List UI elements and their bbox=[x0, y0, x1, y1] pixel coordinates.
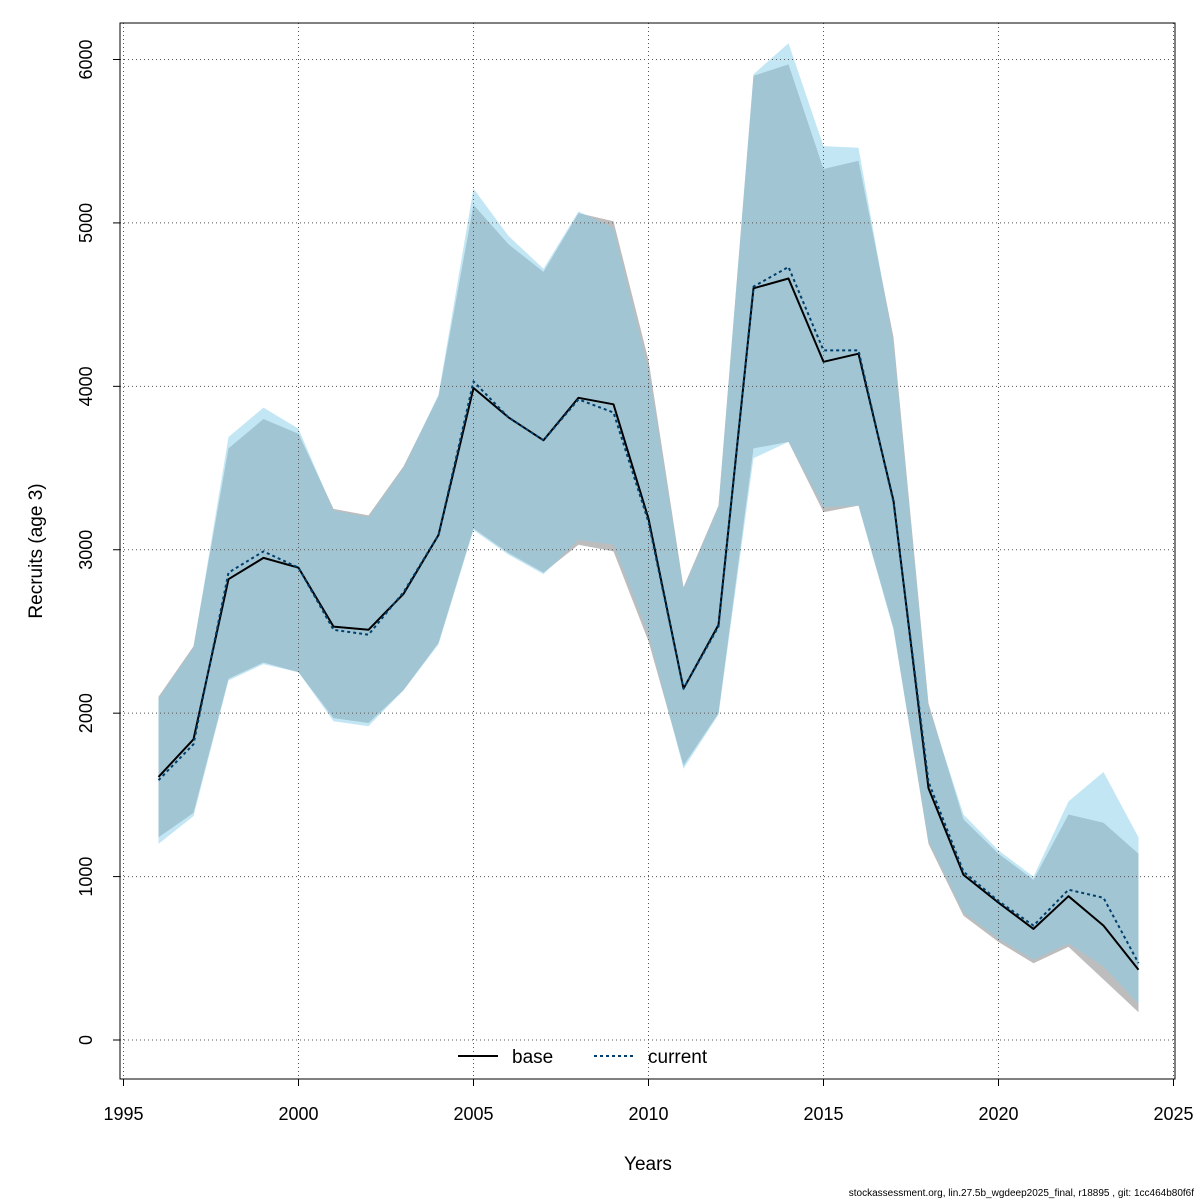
series-lines bbox=[157, 266, 1140, 971]
legend-label-current: current bbox=[648, 1047, 708, 1068]
x-axis: 1995 2000 2005 2010 2015 2020 2025 bbox=[103, 1078, 1194, 1124]
line-current bbox=[157, 266, 1140, 964]
y-tick-label-1000: 1000 bbox=[76, 857, 96, 897]
x-tick-label-2005: 2005 bbox=[453, 1104, 493, 1124]
footer-credit: stockassessment.org, lin.27.5b_wgdeep202… bbox=[849, 1188, 1194, 1199]
line-base bbox=[157, 277, 1140, 971]
y-tick-label-4000: 4000 bbox=[76, 366, 96, 406]
x-axis-title: Years bbox=[624, 1154, 672, 1175]
x-tick-label-2000: 2000 bbox=[278, 1104, 318, 1124]
x-tick-label-1995: 1995 bbox=[103, 1104, 143, 1124]
y-tick-label-2000: 2000 bbox=[76, 693, 96, 733]
x-tick-label-2025: 2025 bbox=[1153, 1104, 1193, 1124]
y-axis-title: Recruits (age 3) bbox=[26, 483, 47, 618]
legend-label-base: base bbox=[512, 1047, 553, 1068]
x-tick-label-2010: 2010 bbox=[628, 1104, 668, 1124]
y-tick-label-0: 0 bbox=[76, 1035, 96, 1045]
y-tick-label-3000: 3000 bbox=[76, 530, 96, 570]
y-axis: 0 1000 2000 3000 4000 5000 6000 bbox=[76, 39, 121, 1045]
y-tick-label-6000: 6000 bbox=[76, 39, 96, 79]
x-tick-label-2020: 2020 bbox=[978, 1104, 1018, 1124]
grid-lines bbox=[120, 23, 1175, 1079]
y-tick-label-5000: 5000 bbox=[76, 203, 96, 243]
legend: base current bbox=[458, 1047, 708, 1068]
x-tick-label-2015: 2015 bbox=[803, 1104, 843, 1124]
